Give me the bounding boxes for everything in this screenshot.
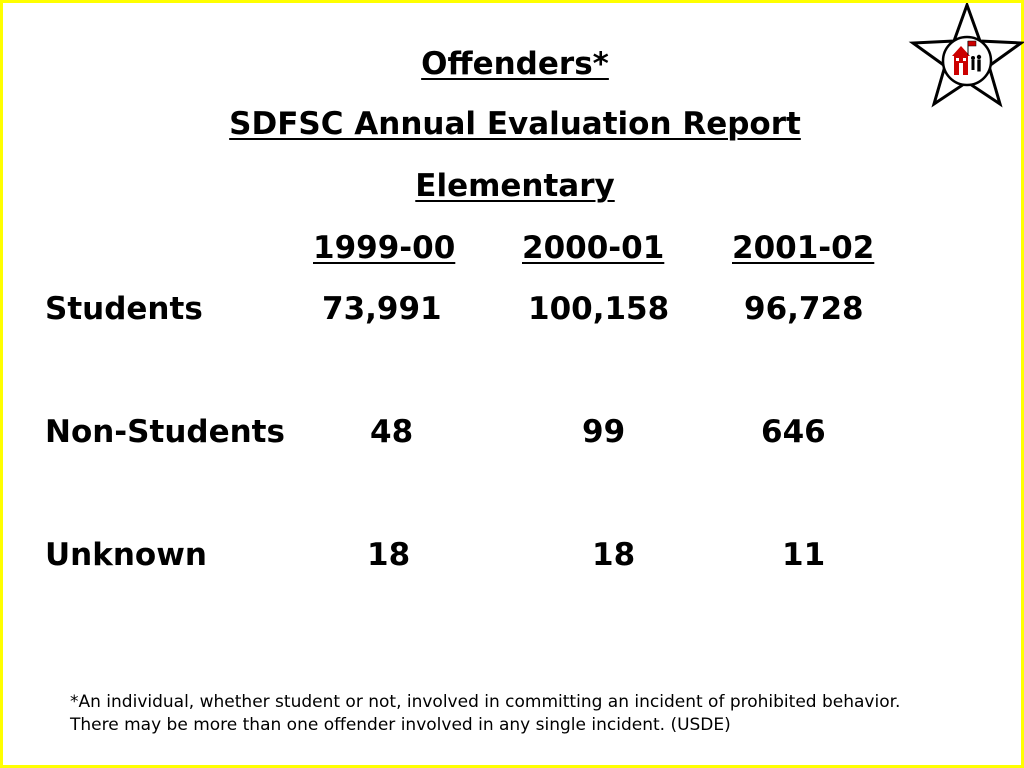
non-students-2001-02-value: 646 <box>761 414 826 450</box>
school-level-heading: Elementary <box>415 168 615 204</box>
report-subtitle: SDFSC Annual Evaluation Report <box>229 106 801 142</box>
non-students-1999-00-value: 48 <box>370 414 414 450</box>
footnote: *An individual, whether student or not, … <box>70 692 901 735</box>
row-label-unknown: Unknown <box>45 537 207 573</box>
students-2001-02-value: 96,728 <box>744 291 864 327</box>
unknown-2001-02-value: 11 <box>782 537 826 573</box>
unknown-2000-01-value: 18 <box>592 537 636 573</box>
year-header-2001-02: 2001-02 <box>732 230 875 266</box>
non-students-2000-01-value: 99 <box>582 414 626 450</box>
page-title: Offenders* <box>421 46 609 82</box>
star-school-logo-icon <box>908 3 1024 108</box>
year-header-2000-01: 2000-01 <box>522 230 665 266</box>
row-label-students: Students <box>45 291 203 327</box>
unknown-1999-00-value: 18 <box>367 537 411 573</box>
year-header-1999-00: 1999-00 <box>313 230 456 266</box>
students-1999-00-value: 73,991 <box>322 291 442 327</box>
row-label-non-students: Non-Students <box>45 414 285 450</box>
students-2000-01-value: 100,158 <box>528 291 670 327</box>
